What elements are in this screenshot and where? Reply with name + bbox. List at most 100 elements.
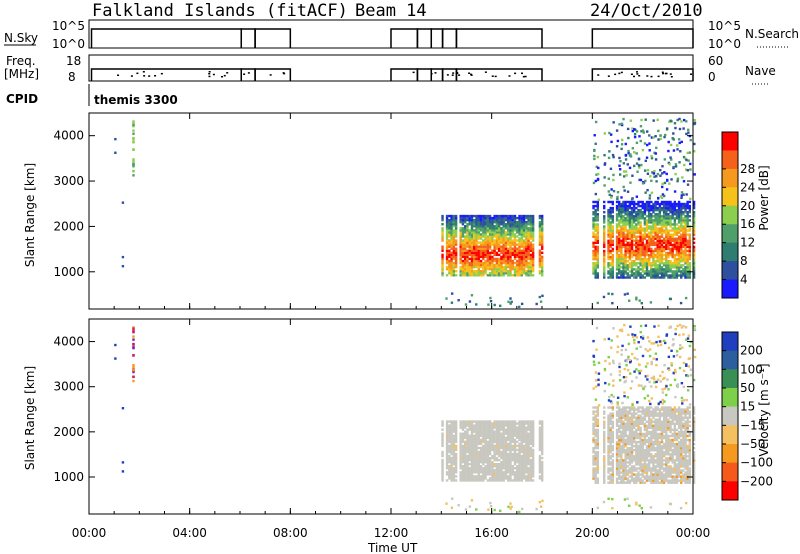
power-cell xyxy=(624,223,627,226)
velocity-cell xyxy=(459,444,462,448)
power-cell xyxy=(497,247,501,250)
velocity-cell xyxy=(482,450,485,454)
velocity-cell xyxy=(596,479,600,482)
velocity-cell xyxy=(463,426,467,429)
power-cell xyxy=(529,269,533,273)
velocity-cell xyxy=(609,438,612,442)
power-cell xyxy=(670,178,673,181)
power-cell xyxy=(516,261,519,265)
velocity-cell xyxy=(470,479,474,482)
power-cell xyxy=(641,239,644,242)
power-cell xyxy=(525,227,528,230)
velocity-cell xyxy=(618,379,622,382)
power-cell xyxy=(450,292,454,295)
power-cell xyxy=(615,251,619,255)
power-cell xyxy=(502,231,505,234)
velocity-cell xyxy=(450,479,453,482)
velocity-cell xyxy=(461,469,465,472)
power-cell xyxy=(624,211,627,214)
power-cell xyxy=(529,241,533,244)
freq-dot xyxy=(646,75,649,77)
power-cell xyxy=(643,262,647,265)
power-cell xyxy=(518,269,521,273)
power-cell xyxy=(513,269,517,273)
power-cell xyxy=(673,255,677,259)
velocity-cell xyxy=(500,452,503,456)
power-cell xyxy=(491,216,494,220)
power-cell xyxy=(688,251,691,255)
velocity-cell xyxy=(624,457,627,460)
power-cell xyxy=(650,270,653,273)
power-cell xyxy=(632,233,636,236)
power-cell xyxy=(667,149,670,153)
power-cell xyxy=(677,268,681,271)
power-cell xyxy=(518,218,521,222)
power-cell xyxy=(655,180,658,183)
power-cell xyxy=(639,247,642,251)
velocity-cell xyxy=(445,465,449,468)
velocity-cell xyxy=(603,479,606,482)
velocity-cell xyxy=(516,460,519,464)
power-cell xyxy=(525,231,528,234)
velocity-cell xyxy=(639,459,642,462)
velocity-cell xyxy=(635,418,638,421)
velocity-cell xyxy=(525,452,528,456)
velocity-cell xyxy=(628,430,632,434)
power-cell xyxy=(654,158,658,161)
velocity-cell xyxy=(620,412,623,415)
power-cell xyxy=(611,200,614,204)
power-cell xyxy=(677,138,681,141)
power-cell xyxy=(660,257,664,261)
power-cell xyxy=(639,213,642,216)
velocity-cell xyxy=(520,458,524,462)
velocity-cell xyxy=(645,451,649,454)
power-cell xyxy=(509,220,512,224)
velocity-cell xyxy=(527,473,530,476)
power-cell xyxy=(628,241,632,245)
velocity-cell xyxy=(624,438,627,442)
velocity-cell xyxy=(609,418,612,421)
velocity-cell xyxy=(622,414,625,417)
power-cell xyxy=(684,251,687,255)
velocity-cell xyxy=(454,436,458,439)
freq-trace xyxy=(90,68,694,81)
power-cell xyxy=(538,295,541,299)
power-cell xyxy=(522,245,526,248)
power-cell xyxy=(652,225,655,228)
power-cell xyxy=(470,216,474,220)
power-cell xyxy=(688,151,692,154)
velocity-cell xyxy=(441,473,444,476)
velocity-cell xyxy=(635,469,638,472)
power-cell xyxy=(596,262,600,265)
velocity-cell xyxy=(511,456,514,460)
velocity-cell xyxy=(497,454,501,458)
power-cell xyxy=(610,194,613,198)
power-cell xyxy=(445,243,449,246)
power-cell xyxy=(641,202,644,206)
velocity-cell xyxy=(450,456,453,460)
power-cell xyxy=(656,215,659,218)
power-cell xyxy=(475,272,478,275)
power-cell xyxy=(639,211,642,214)
velocity-cell xyxy=(463,456,467,460)
power-cell xyxy=(454,265,458,269)
power-cell xyxy=(647,204,651,208)
velocity-cell xyxy=(466,432,469,435)
velocity-cell xyxy=(650,467,653,470)
power-cell xyxy=(632,206,636,210)
power-cell xyxy=(486,214,490,218)
velocity-cell xyxy=(540,440,544,444)
velocity-cell xyxy=(637,369,641,373)
power-cell xyxy=(645,202,649,206)
velocity-cell xyxy=(448,477,451,480)
power-cell xyxy=(618,225,621,228)
velocity-cell xyxy=(473,438,476,442)
velocity-cell xyxy=(482,458,485,462)
power-cell xyxy=(684,206,687,210)
velocity-cell xyxy=(632,457,636,460)
power-cell xyxy=(516,249,519,252)
power-cell xyxy=(633,151,636,154)
power-cell xyxy=(441,247,444,250)
velocity-cell xyxy=(475,434,478,437)
power-cell xyxy=(493,220,496,224)
